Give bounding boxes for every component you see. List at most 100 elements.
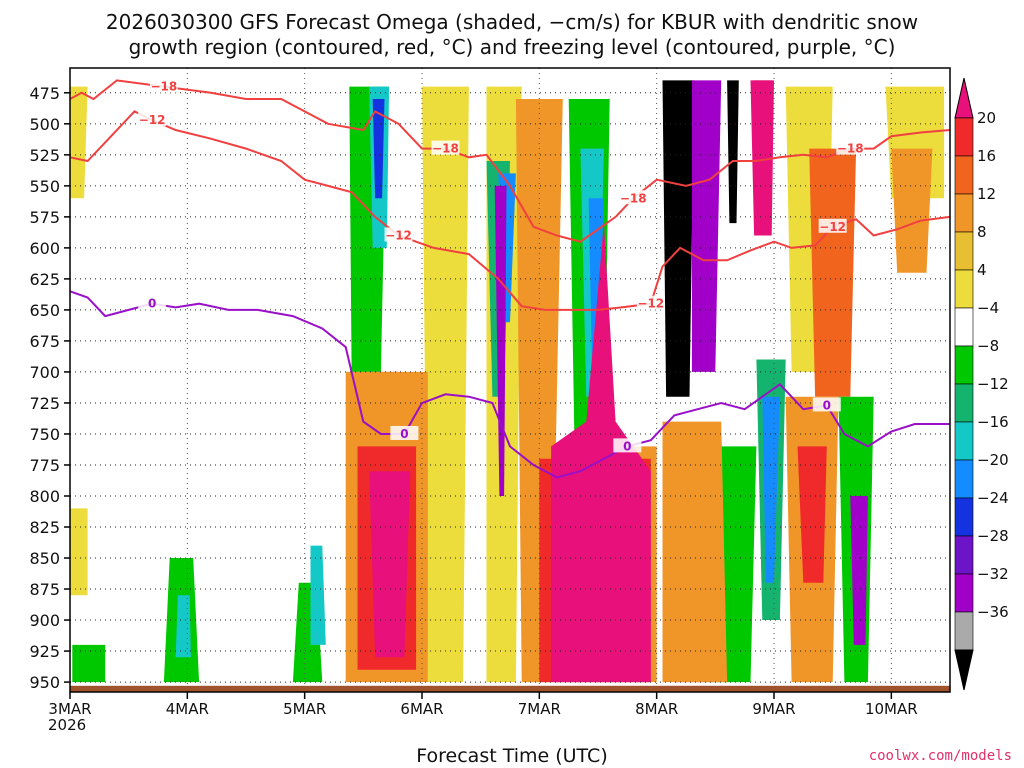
fill-10m-purple xyxy=(850,496,868,645)
red-label-1-13: −12 xyxy=(385,228,412,242)
purple-contour-0 xyxy=(69,290,950,479)
x-tick-label-10MAR: 10MAR xyxy=(865,700,918,718)
colorbar-label-11: −28 xyxy=(977,527,1009,545)
colorbar-top-arrow xyxy=(954,77,974,119)
red-label-bg-1-31 xyxy=(818,218,847,233)
fill-7m-pink xyxy=(551,223,651,683)
y-tick-label-850: 850 xyxy=(29,549,60,568)
colorbar-segment-11 xyxy=(954,497,974,537)
x-tick-label-7MAR: 7MAR xyxy=(518,700,561,718)
purple-label-0-34: 0 xyxy=(823,398,831,412)
colorbar-label-0: 20 xyxy=(977,109,996,127)
colorbar-label-3: 8 xyxy=(977,223,987,241)
red-contour-1 xyxy=(69,110,951,311)
colorbar-label-12: −32 xyxy=(977,565,1009,583)
y-tick-label-900: 900 xyxy=(29,611,60,630)
x-tick-label-9MAR: 9MAR xyxy=(752,700,795,718)
y-tick-label-575: 575 xyxy=(29,208,60,227)
fill-right-orange xyxy=(891,148,933,273)
colorbar-segment-3 xyxy=(954,193,974,233)
y-tick-label-675: 675 xyxy=(29,332,60,351)
red-label-0-4: −18 xyxy=(150,80,177,94)
red-label-0-13: −18 xyxy=(432,142,459,156)
fill-black-b xyxy=(727,80,739,224)
y-tick-label-550: 550 xyxy=(29,177,60,196)
y-tick-label-500: 500 xyxy=(29,115,60,134)
red-label-bg-1-13 xyxy=(384,227,413,242)
purple-label-0-4: 0 xyxy=(148,297,156,311)
colorbar-label-6: −8 xyxy=(977,337,999,355)
y-tick-label-725: 725 xyxy=(29,394,60,413)
colorbar-bottom-arrow xyxy=(954,649,974,691)
y-tick-label-825: 825 xyxy=(29,518,60,537)
y-tick-label-800: 800 xyxy=(29,487,60,506)
colorbar-segment-9 xyxy=(954,421,974,461)
y-tick-label-950: 950 xyxy=(29,673,60,692)
red-label-bg-0-13 xyxy=(431,140,460,155)
colorbar-segment-4 xyxy=(954,231,974,271)
fill-purple-8m xyxy=(691,80,722,372)
colorbar-label-1: 16 xyxy=(977,147,996,165)
purple-label-bg-0-24 xyxy=(613,438,642,453)
fill-6m-yellow xyxy=(422,86,469,683)
red-label-bg-1-4 xyxy=(138,112,167,127)
fill-pink-top xyxy=(750,80,774,236)
omega-shaded-fields xyxy=(70,80,945,683)
red-label-1-4: −12 xyxy=(139,113,166,127)
x-tick-label-4MAR: 4MAR xyxy=(166,700,209,718)
x-tick-label-8MAR: 8MAR xyxy=(635,700,678,718)
colorbar-label-9: −20 xyxy=(977,451,1009,469)
fill-9m-red xyxy=(797,446,827,583)
purple-label-bg-0-4 xyxy=(138,295,167,310)
colorbar-label-7: −12 xyxy=(977,375,1009,393)
purple-label-0-24: 0 xyxy=(623,439,631,453)
red-label-bg-0-4 xyxy=(149,78,178,93)
chart-title-line1: 2026030300 GFS Forecast Omega (shaded, −… xyxy=(105,10,919,34)
chart-title-line2: growth region (contoured, red, °C) and f… xyxy=(128,35,896,59)
colorbar-label-8: −16 xyxy=(977,413,1009,431)
red-label-bg-1-22 xyxy=(636,295,665,310)
purple-label-0-14: 0 xyxy=(400,427,408,441)
x-tick-year: 2026 xyxy=(48,716,86,734)
y-tick-label-475: 475 xyxy=(29,84,60,103)
colorbar-label-4: 4 xyxy=(977,261,987,279)
colorbar-label-10: −24 xyxy=(977,489,1009,507)
red-label-bg-0-22 xyxy=(619,190,648,205)
red-label-0-31: −18 xyxy=(837,142,864,156)
colorbar-segment-6 xyxy=(954,307,974,347)
colorbar-segment-2 xyxy=(954,155,974,195)
colorbar-segment-14 xyxy=(954,611,974,651)
ground-fill xyxy=(70,685,950,692)
ground-strip xyxy=(70,685,950,692)
fill-upper-left-yellow xyxy=(70,86,88,199)
fill-3m-green xyxy=(72,644,106,683)
y-tick-label-875: 875 xyxy=(29,580,60,599)
temperature-contours: −18 −18 −18 −18 −12 −12 −12 −12 0 0 0 0 xyxy=(69,78,951,479)
red-label-1-31: −12 xyxy=(819,220,846,234)
colorbar-label-13: −36 xyxy=(977,603,1009,621)
colorbar-segment-1 xyxy=(954,117,974,157)
red-label-bg-0-31 xyxy=(836,140,865,155)
fill-black-a xyxy=(662,80,695,397)
y-tick-label-925: 925 xyxy=(29,642,60,661)
purple-label-bg-0-34 xyxy=(812,397,841,412)
credit-text: coolwx.com/models xyxy=(868,748,1012,764)
fill-6m-pink-low xyxy=(369,471,411,658)
fill-6m-blue-b xyxy=(588,198,604,372)
plot-frame xyxy=(69,67,951,693)
colorbar: 20 16 12 8 4 −4 −8 −12 −16 −20 −24 −28 −32 −36 xyxy=(954,77,1009,691)
y-tick-label-600: 600 xyxy=(29,239,60,258)
y-tick-label-625: 625 xyxy=(29,270,60,289)
colorbar-label-5: −4 xyxy=(977,299,999,317)
axes: 475 500 525 550 575 600 625 650 675 700 725 750 775 8… xyxy=(29,67,951,734)
colorbar-segment-7 xyxy=(954,345,974,385)
colorbar-segment-12 xyxy=(954,535,974,575)
colorbar-segment-13 xyxy=(954,573,974,613)
y-tick-label-525: 525 xyxy=(29,146,60,165)
y-tick-label-775: 775 xyxy=(29,456,60,475)
fill-5m-lowcyan xyxy=(310,545,326,645)
fill-3m-yellow xyxy=(70,508,88,596)
colorbar-segment-10 xyxy=(954,459,974,499)
red-label-0-22: −18 xyxy=(620,191,647,205)
